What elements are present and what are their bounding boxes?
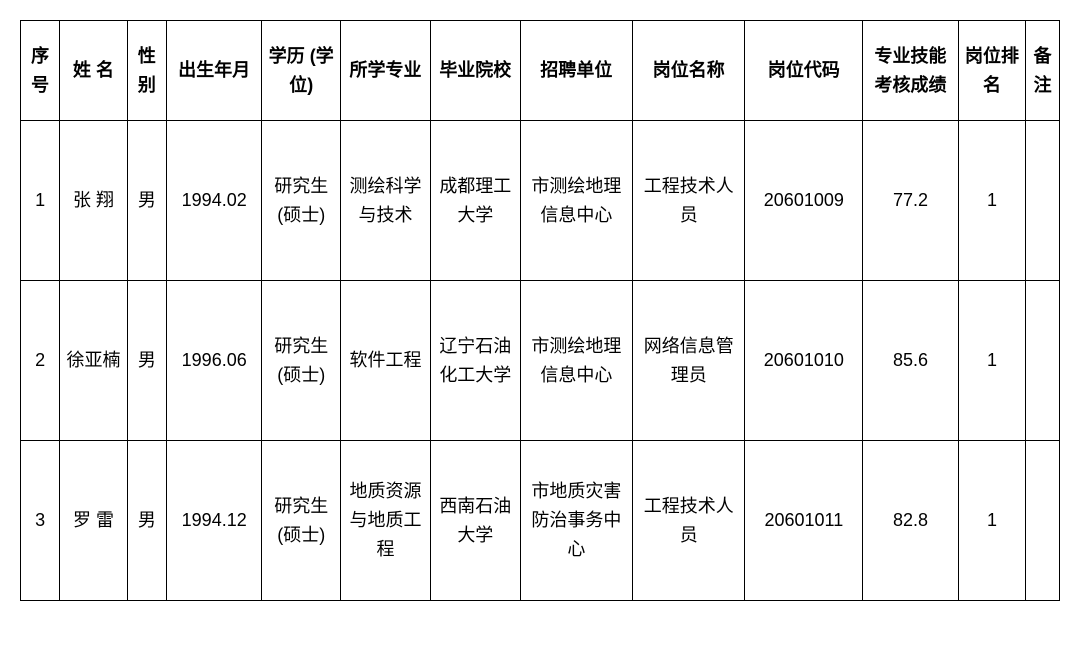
cell-gender: 男 [127,281,166,441]
cell-major: 软件工程 [341,281,431,441]
col-header-rank: 岗位排名 [958,21,1025,121]
col-header-remark: 备注 [1026,21,1060,121]
cell-seq: 1 [21,121,60,281]
col-header-code: 岗位代码 [745,21,863,121]
cell-birth: 1994.02 [166,121,261,281]
cell-remark [1026,441,1060,601]
col-header-gender: 性别 [127,21,166,121]
cell-code: 20601009 [745,121,863,281]
table-row: 1 张 翔 男 1994.02 研究生 (硕士) 测绘科学与技术 成都理工大学 … [21,121,1060,281]
cell-birth: 1994.12 [166,441,261,601]
header-row: 序号 姓 名 性别 出生年月 学历 (学位) 所学专业 毕业院校 招聘单位 岗位… [21,21,1060,121]
col-header-edu: 学历 (学位) [262,21,341,121]
cell-seq: 2 [21,281,60,441]
cell-birth: 1996.06 [166,281,261,441]
table-body: 1 张 翔 男 1994.02 研究生 (硕士) 测绘科学与技术 成都理工大学 … [21,121,1060,601]
cell-rank: 1 [958,441,1025,601]
table-header: 序号 姓 名 性别 出生年月 学历 (学位) 所学专业 毕业院校 招聘单位 岗位… [21,21,1060,121]
cell-score: 82.8 [863,441,958,601]
cell-edu: 研究生 (硕士) [262,281,341,441]
table-row: 2 徐亚楠 男 1996.06 研究生 (硕士) 软件工程 辽宁石油化工大学 市… [21,281,1060,441]
cell-post: 网络信息管理员 [633,281,745,441]
cell-unit: 市地质灾害防治事务中心 [520,441,632,601]
cell-rank: 1 [958,281,1025,441]
col-header-name: 姓 名 [60,21,127,121]
cell-school: 西南石油大学 [430,441,520,601]
cell-code: 20601010 [745,281,863,441]
cell-major: 测绘科学与技术 [341,121,431,281]
col-header-major: 所学专业 [341,21,431,121]
col-header-seq: 序号 [21,21,60,121]
col-header-birth: 出生年月 [166,21,261,121]
cell-school: 成都理工大学 [430,121,520,281]
cell-rank: 1 [958,121,1025,281]
col-header-unit: 招聘单位 [520,21,632,121]
col-header-school: 毕业院校 [430,21,520,121]
cell-remark [1026,121,1060,281]
cell-remark [1026,281,1060,441]
cell-major: 地质资源与地质工程 [341,441,431,601]
cell-post: 工程技术人员 [633,121,745,281]
cell-name: 徐亚楠 [60,281,127,441]
cell-seq: 3 [21,441,60,601]
recruitment-table: 序号 姓 名 性别 出生年月 学历 (学位) 所学专业 毕业院校 招聘单位 岗位… [20,20,1060,601]
cell-post: 工程技术人员 [633,441,745,601]
cell-gender: 男 [127,121,166,281]
cell-edu: 研究生 (硕士) [262,441,341,601]
cell-gender: 男 [127,441,166,601]
col-header-post: 岗位名称 [633,21,745,121]
cell-score: 85.6 [863,281,958,441]
cell-score: 77.2 [863,121,958,281]
cell-name: 张 翔 [60,121,127,281]
cell-edu: 研究生 (硕士) [262,121,341,281]
cell-name: 罗 雷 [60,441,127,601]
cell-school: 辽宁石油化工大学 [430,281,520,441]
table-row: 3 罗 雷 男 1994.12 研究生 (硕士) 地质资源与地质工程 西南石油大… [21,441,1060,601]
cell-unit: 市测绘地理信息中心 [520,121,632,281]
cell-unit: 市测绘地理信息中心 [520,281,632,441]
col-header-score: 专业技能考核成绩 [863,21,958,121]
cell-code: 20601011 [745,441,863,601]
